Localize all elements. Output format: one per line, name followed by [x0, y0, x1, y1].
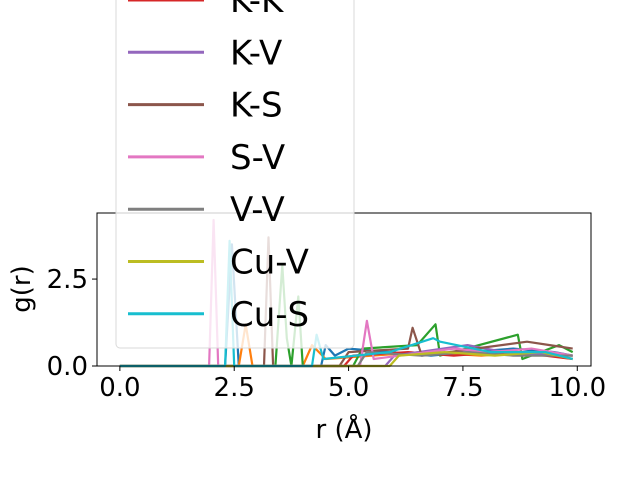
legend-label: V-V	[230, 190, 285, 230]
legend-label: K-K	[230, 0, 285, 21]
legend-label: Cu-S	[230, 295, 309, 335]
legend-label: K-V	[230, 33, 282, 73]
x-tick-label: 10.0	[548, 373, 606, 403]
legend-label: S-V	[230, 138, 285, 178]
legend-label: K-S	[230, 86, 283, 126]
x-tick-label: 7.5	[442, 373, 483, 403]
x-tick-label: 2.5	[214, 373, 255, 403]
legend: K-K K-V K-S S-V V-V Cu-V Cu-S	[115, 0, 355, 349]
x-axis: 0.0 2.5 5.0 7.5 10.0	[99, 366, 606, 403]
legend-label: Cu-V	[230, 243, 309, 283]
y-tick-label: 0.0	[47, 352, 88, 382]
x-axis-label: r (Å)	[315, 413, 372, 445]
y-tick-label: 2.5	[47, 265, 88, 295]
x-tick-label: 0.0	[99, 373, 140, 403]
x-tick-label: 5.0	[328, 373, 369, 403]
y-axis-label: g(r)	[7, 265, 37, 312]
y-axis: 0.0 2.5	[47, 265, 97, 382]
